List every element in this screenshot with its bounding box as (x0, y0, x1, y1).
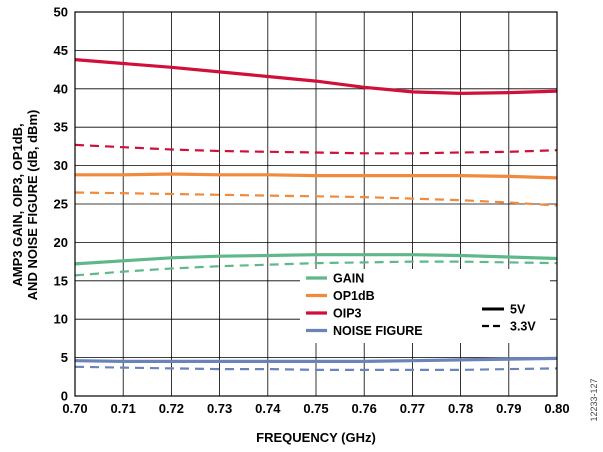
y-axis-label: AMP3 GAIN, OIP3, OP1dB, AND NOISE FIGURE… (10, 110, 40, 301)
y-tick-label: 0 (61, 389, 68, 404)
x-axis-label: FREQUENCY (GHz) (256, 430, 376, 445)
y-tick-label: 45 (54, 43, 68, 58)
y-tick-label: 5 (61, 350, 68, 365)
y-tick-label: 20 (54, 235, 68, 250)
x-tick-label: 0.79 (496, 401, 521, 416)
y-tick-label: 10 (54, 312, 68, 327)
x-tick-label: 0.74 (255, 401, 281, 416)
x-tick-label: 0.73 (207, 401, 232, 416)
series-lines (74, 58, 558, 371)
legend-style-label-3-3v: 3.3V (510, 320, 536, 334)
series-line-op1db-3-3v (74, 191, 558, 207)
series-line-op1db-5v (75, 172, 558, 180)
x-tick-label: 0.77 (400, 401, 425, 416)
plot-frame (74, 11, 558, 397)
legend-label-oip3: OIP3 (333, 307, 362, 321)
y-tick-label: 25 (54, 197, 68, 212)
legend-background (300, 269, 550, 343)
x-tick-label: 0.80 (544, 401, 569, 416)
series-line-noise-figure-5v (74, 356, 558, 363)
series-line-gain-3-3v (74, 260, 558, 277)
series-line-oip3-5v (74, 58, 558, 96)
series-line-noise-figure-3-3v (74, 365, 558, 371)
legend-label-gain: GAIN (333, 272, 364, 286)
legend-series: GAIN OP1dB OIP3 NOISE FIGURE (306, 272, 423, 338)
figure-id: 12233-127 (589, 378, 599, 421)
legend: GAIN OP1dB OIP3 NOISE FIGURE 5V 3.3V (300, 269, 550, 343)
y-tick-label: 15 (54, 273, 68, 288)
series-line-gain-5v (74, 253, 558, 266)
x-axis-ticks: 0.70 0.71 0.72 0.73 0.74 0.75 0.76 0.77 0.78 0.79… (62, 401, 569, 416)
y-axis-label-line-2: AND NOISE FIGURE (dB, dBm) (25, 110, 40, 301)
legend-label-op1db: OP1dB (333, 289, 375, 303)
x-tick-label: 0.70 (62, 401, 87, 416)
series-line-oip3-3-3v (74, 143, 558, 155)
y-tick-label: 35 (54, 120, 68, 135)
x-tick-label: 0.71 (111, 401, 136, 416)
legend-styles: 5V 3.3V (482, 303, 536, 334)
y-tick-label: 40 (54, 81, 68, 96)
y-axis-label-line-1: AMP3 GAIN, OIP3, OP1dB, (10, 123, 25, 286)
x-tick-label: 0.75 (303, 401, 328, 416)
x-tick-label: 0.78 (448, 401, 473, 416)
x-tick-label: 0.72 (159, 401, 184, 416)
y-axis-ticks: 0 5 10 15 20 25 30 35 40 45 50 (54, 5, 68, 404)
x-tick-label: 0.76 (352, 401, 377, 416)
y-tick-label: 50 (54, 5, 68, 20)
y-tick-label: 30 (54, 158, 68, 173)
legend-label-noise-figure: NOISE FIGURE (333, 324, 423, 338)
legend-style-label-5v: 5V (510, 303, 526, 317)
